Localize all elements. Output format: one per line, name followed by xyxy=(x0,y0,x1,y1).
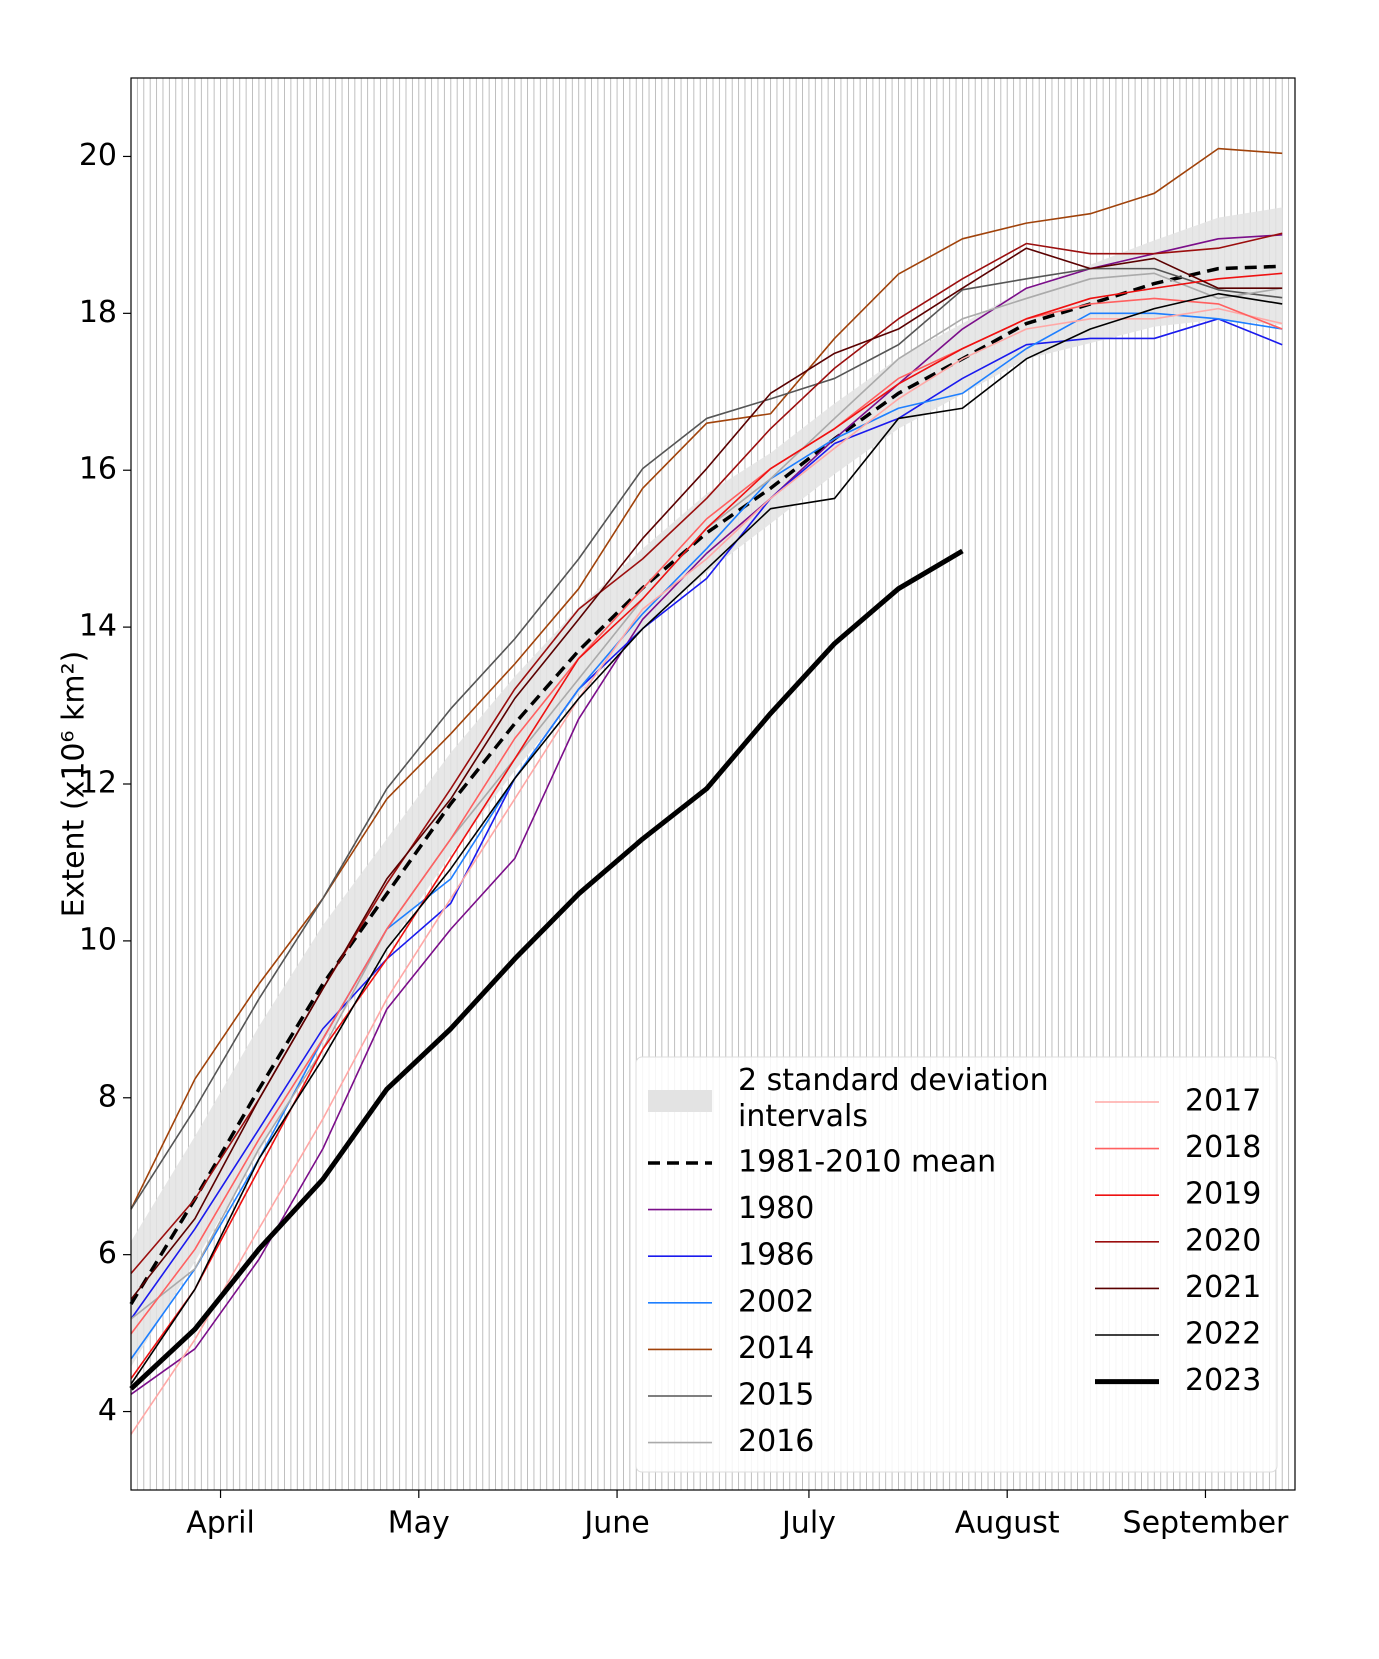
plot-area xyxy=(129,147,1283,1435)
std-band xyxy=(131,207,1283,1367)
legend-label: 2014 xyxy=(738,1331,814,1366)
y-tick-label: 16 xyxy=(79,452,117,487)
legend-label: 2020 xyxy=(1185,1223,1261,1258)
legend-swatch xyxy=(648,1090,712,1112)
series-line xyxy=(129,548,964,1391)
x-tick-label: August xyxy=(955,1506,1060,1541)
series-line xyxy=(130,307,1283,1435)
series-line xyxy=(130,318,1283,1320)
legend-label: 2022 xyxy=(1185,1317,1261,1352)
legend-label: 1980 xyxy=(738,1191,814,1226)
y-tick-label: 14 xyxy=(79,609,117,644)
x-tick-label: May xyxy=(388,1506,450,1541)
legend-label: 2016 xyxy=(738,1424,814,1459)
x-tick-label: April xyxy=(186,1506,255,1541)
legend-label: 2019 xyxy=(1185,1177,1261,1212)
legend-label: 2002 xyxy=(738,1284,814,1319)
legend-label: 2015 xyxy=(738,1378,814,1413)
y-tick-label: 18 xyxy=(79,295,117,330)
series-line xyxy=(130,272,1283,1380)
x-tick-label: July xyxy=(780,1506,836,1541)
series-line xyxy=(130,297,1283,1335)
y-tick-label: 10 xyxy=(79,922,117,957)
legend-label: 2017 xyxy=(1185,1084,1261,1119)
legend-label: 2023 xyxy=(1185,1363,1261,1398)
legend-label: 1986 xyxy=(738,1238,814,1273)
y-tick-label: 8 xyxy=(98,1079,117,1114)
y-axis-label: Extent (x10⁶ km²) xyxy=(57,651,92,918)
legend-box xyxy=(635,1056,1278,1473)
series-line xyxy=(130,292,1283,1385)
legend-label-wrap: 2 standard deviation intervals xyxy=(738,1063,1049,1134)
legend-label: 2018 xyxy=(1185,1130,1261,1165)
x-tick-label: September xyxy=(1123,1506,1289,1541)
y-tick-label: 12 xyxy=(79,766,117,801)
y-tick-label: 6 xyxy=(98,1236,117,1271)
legend-label: 1981-2010 mean xyxy=(738,1145,996,1180)
series-line xyxy=(130,247,1283,1300)
x-tick-label: June xyxy=(582,1506,649,1541)
y-tick-label: 20 xyxy=(79,138,117,173)
legend-label: 2021 xyxy=(1185,1270,1261,1305)
y-tick-label: 4 xyxy=(98,1393,117,1428)
legend-label: 2 standard deviation intervals xyxy=(738,1063,1049,1134)
legend: 2 standard deviation intervals 1981-2010 … xyxy=(635,1056,1278,1473)
